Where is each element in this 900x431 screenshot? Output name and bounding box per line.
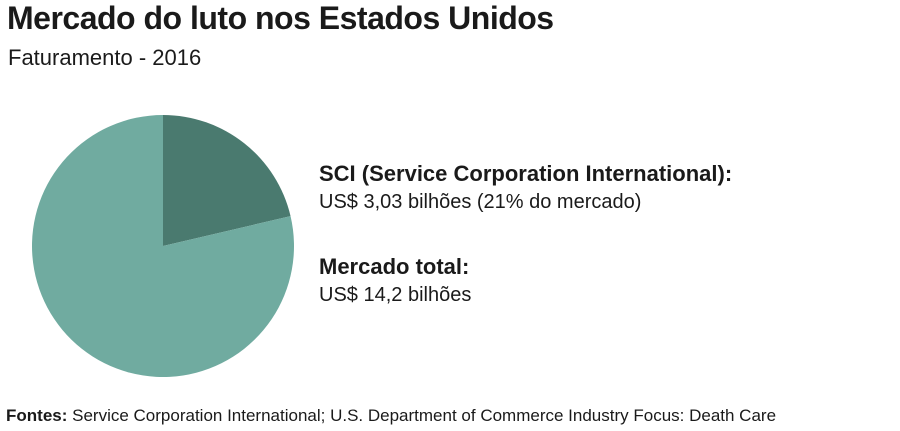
chart-subtitle: Faturamento - 2016 xyxy=(8,45,202,70)
source-note: Fontes: Service Corporation Internationa… xyxy=(6,405,776,427)
pie-slice-sci xyxy=(163,115,291,246)
legend-total: Mercado total: US$ 14,2 bilhões xyxy=(319,253,471,309)
chart-title: Mercado do luto nos Estados Unidos xyxy=(7,0,554,36)
legend-sci-heading: SCI (Service Corporation International): xyxy=(319,161,733,186)
legend-total-heading: Mercado total: xyxy=(319,254,470,279)
legend-total-value: US$ 14,2 bilhões xyxy=(319,284,472,306)
pie-chart xyxy=(32,115,295,377)
pie-slice-rest xyxy=(32,115,295,377)
legend-sci-value: US$ 3,03 bilhões (21% do mercado) xyxy=(319,191,642,213)
legend-sci: SCI (Service Corporation International):… xyxy=(319,160,732,216)
source-text: Service Corporation International; U.S. … xyxy=(67,406,777,425)
source-label: Fontes: xyxy=(6,406,68,425)
